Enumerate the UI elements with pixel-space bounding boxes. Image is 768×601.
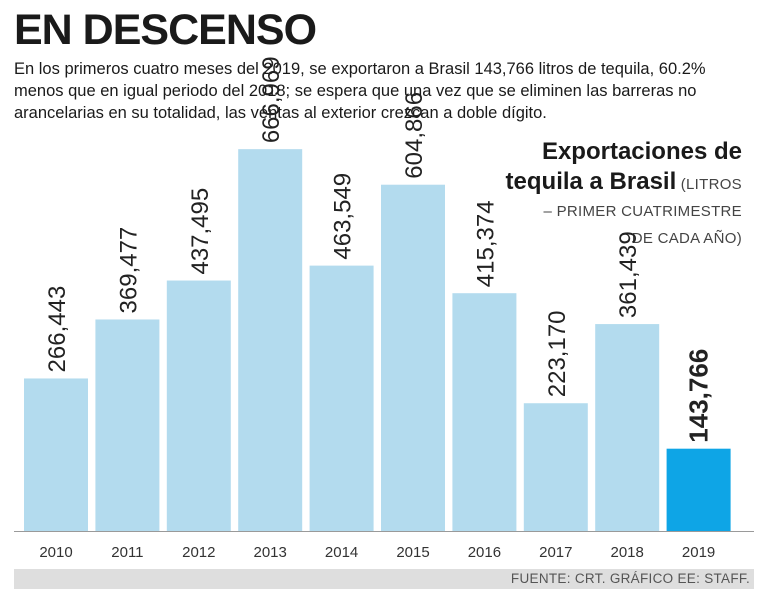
value-label-2012: 437,495 [187, 188, 214, 275]
chart-title: Exportaciones de tequila a Brasil (LITRO… [506, 138, 742, 252]
value-label-2017: 223,170 [544, 310, 571, 397]
chart-title-line2: tequila a Brasil [505, 168, 677, 195]
bar-2018 [595, 324, 660, 531]
chart-unit-note-2: – PRIMER CUATRIMESTRE [543, 203, 742, 220]
bar-2017 [523, 403, 588, 531]
bar-2016 [452, 293, 517, 531]
category-label-2010: 2010 [39, 544, 72, 561]
category-label-2014: 2014 [325, 544, 358, 561]
category-label-2016: 2016 [468, 544, 501, 561]
category-label-2019: 2019 [682, 544, 715, 561]
value-label-2011: 369,477 [115, 227, 142, 314]
subtitle: En los primeros cuatro meses del 2019, s… [14, 60, 706, 122]
bar-2015 [381, 184, 445, 531]
bar-2014 [309, 265, 374, 531]
bar-2013 [238, 149, 303, 531]
category-label-2017: 2017 [539, 544, 572, 561]
category-label-2018: 2018 [611, 544, 644, 561]
bar-2019 [666, 448, 731, 531]
value-label-2014: 463,549 [330, 173, 357, 260]
value-label-2018: 361,439 [615, 231, 642, 318]
footer-band [14, 569, 754, 589]
category-label-2015: 2015 [396, 544, 429, 561]
bar-2011 [95, 319, 160, 531]
headline: EN DESCENSO [14, 6, 317, 54]
chart-title-line1: Exportaciones de [541, 138, 742, 165]
chart-unit-note-3: DE CADA AÑO) [631, 230, 742, 247]
chart-unit-note: (LITROS [680, 176, 742, 193]
bar-2010 [24, 378, 88, 531]
category-label-2013: 2013 [254, 544, 287, 561]
value-label-2010: 266,443 [44, 286, 71, 373]
value-label-2013: 666,969 [258, 56, 285, 143]
value-label-2015: 604,866 [401, 92, 428, 179]
value-label-2016: 415,374 [472, 200, 499, 287]
bar-2012 [166, 280, 231, 531]
category-label-2012: 2012 [182, 544, 215, 561]
value-label-2019: 143,766 [684, 349, 714, 443]
category-label-2011: 2011 [111, 544, 143, 561]
source-credit: FUENTE: CRT. GRÁFICO EE: STAFF. [510, 571, 750, 586]
